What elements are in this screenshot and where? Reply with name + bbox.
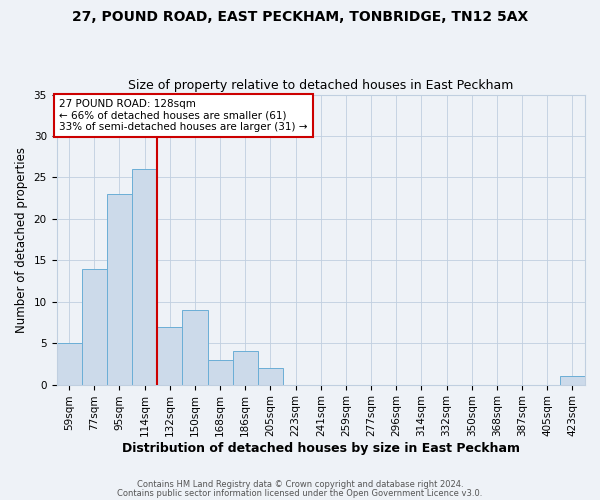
Bar	[560, 376, 585, 384]
Text: Contains public sector information licensed under the Open Government Licence v3: Contains public sector information licen…	[118, 488, 482, 498]
Bar	[132, 169, 157, 384]
X-axis label: Distribution of detached houses by size in East Peckham: Distribution of detached houses by size …	[122, 442, 520, 455]
Bar	[258, 368, 283, 384]
Y-axis label: Number of detached properties: Number of detached properties	[15, 146, 28, 332]
Title: Size of property relative to detached houses in East Peckham: Size of property relative to detached ho…	[128, 79, 514, 92]
Bar	[182, 310, 208, 384]
Text: 27 POUND ROAD: 128sqm
← 66% of detached houses are smaller (61)
33% of semi-deta: 27 POUND ROAD: 128sqm ← 66% of detached …	[59, 99, 308, 132]
Text: Contains HM Land Registry data © Crown copyright and database right 2024.: Contains HM Land Registry data © Crown c…	[137, 480, 463, 489]
Bar	[233, 352, 258, 384]
Bar	[82, 268, 107, 384]
Bar	[56, 343, 82, 384]
Text: 27, POUND ROAD, EAST PECKHAM, TONBRIDGE, TN12 5AX: 27, POUND ROAD, EAST PECKHAM, TONBRIDGE,…	[72, 10, 528, 24]
Bar	[208, 360, 233, 384]
Bar	[157, 326, 182, 384]
Bar	[107, 194, 132, 384]
